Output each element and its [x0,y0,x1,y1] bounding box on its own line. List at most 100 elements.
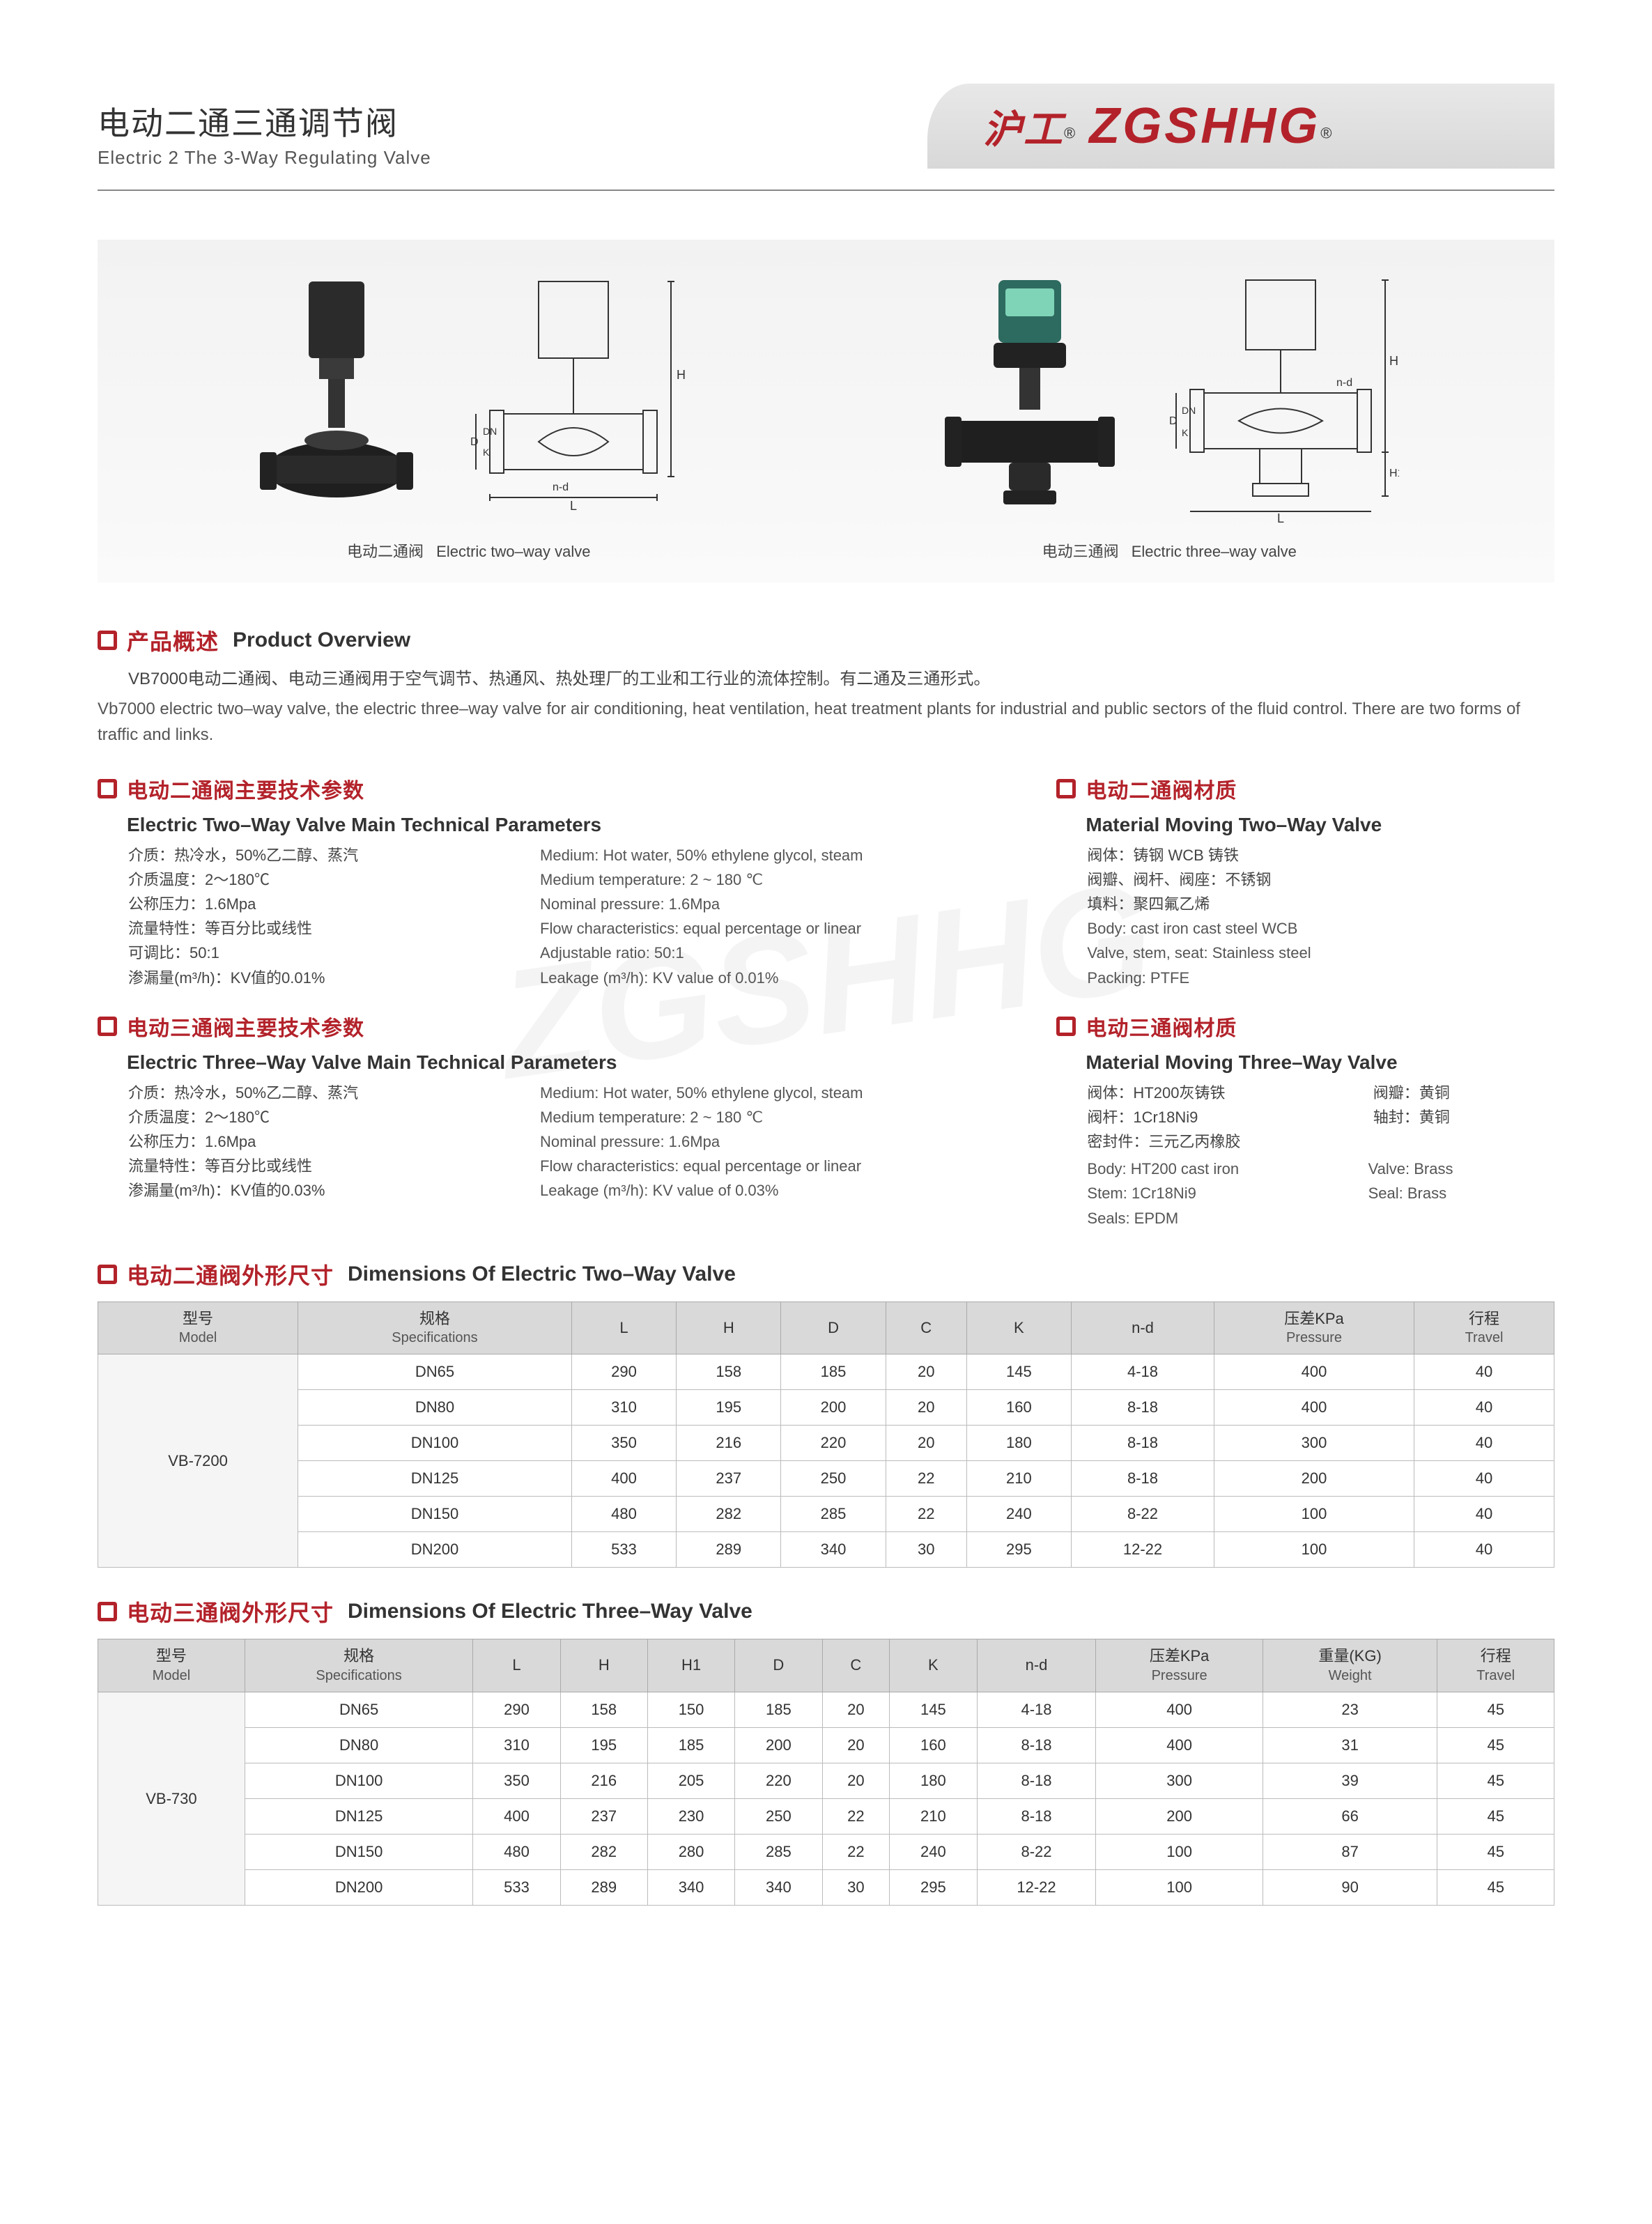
table-cell: 40 [1414,1426,1554,1461]
bullet-icon [98,1265,117,1284]
table-header-cell: D [781,1302,886,1354]
reg-mark-2: ® [1320,125,1331,142]
table-header-cell: 行程Travel [1414,1302,1554,1354]
table-cell: 350 [571,1426,676,1461]
table-header-cell: 压差KPaPressure [1214,1302,1414,1354]
brand-en: ZGSHHG [1089,98,1320,154]
table-cell: 350 [473,1763,560,1799]
two-way-caption-en: Electric two–way valve [436,543,590,560]
table-cell: 8-18 [977,1763,1096,1799]
params-two-body: 介质：热冷水，50%乙二醇、蒸汽介质温度：2～180℃公称压力：1.6Mpa流量… [98,843,1001,990]
table-two-heading-cn: 电动二通阀外形尺寸 [127,1258,334,1290]
table-cell: 185 [735,1692,822,1728]
table-cell: 30 [886,1532,966,1568]
mat-two-heading-en: Material Moving Two–Way Valve [1086,814,1554,836]
table-cell: 8-22 [1071,1497,1214,1532]
table-cell: 160 [890,1728,977,1763]
table-cell: 150 [647,1692,734,1728]
bullet-icon [98,1017,117,1036]
bullet-icon [98,1602,117,1621]
table-cell: 237 [677,1461,781,1497]
table-header-cell: L [473,1639,560,1692]
params-three-heading-cn: 电动三通阀主要技术参数 [127,1011,364,1042]
bullet-icon [1056,779,1076,798]
table-three-heading-en: Dimensions Of Electric Three–Way Valve [348,1600,752,1623]
table-row: DN80310195185200201608-184003145 [98,1728,1554,1763]
table-header-cell: H1 [647,1639,734,1692]
model-cell: VB-7200 [98,1354,298,1568]
table-cell: 533 [473,1870,560,1906]
bullet-icon [98,779,117,798]
svg-text:L: L [1277,511,1284,525]
two-way-valve-photo [253,275,420,525]
mat-two-en: Body: cast iron cast steel WCBValve, ste… [1087,916,1554,990]
table-cell: 22 [822,1799,890,1835]
brand-cn: 沪工 [983,107,1064,151]
svg-text:H1: H1 [1389,468,1399,479]
table-cell: 20 [886,1354,966,1390]
table-cell: 45 [1437,1763,1554,1799]
dimensions-table-three-way: 型号Model规格SpecificationsLHH1DCKn-d压差KPaPr… [98,1639,1554,1906]
table-cell: 300 [1096,1763,1263,1799]
svg-text:L: L [570,499,577,513]
table-row: VB-730DN65290158150185201454-184002345 [98,1692,1554,1728]
svg-text:H: H [677,368,685,382]
table-cell: 12-22 [977,1870,1096,1906]
table-cell: 31 [1263,1728,1437,1763]
table-cell: 400 [1096,1692,1263,1728]
table-header-cell: 重量(KG)Weight [1263,1639,1437,1692]
table-cell: 40 [1414,1461,1554,1497]
overview-body-cn: VB7000电动二通阀、电动三通阀用于空气调节、热通风、热处理厂的工业和工行业的… [98,666,1554,692]
table-cell: 45 [1437,1692,1554,1728]
mat-two-cn: 阀体：铸钢 WCB 铸铁阀瓣、阀杆、阀座：不锈钢填料：聚四氟乙烯 [1087,843,1554,917]
table-cell: 160 [966,1390,1071,1426]
three-way-valve-drawing: H H1 D K DN L n-d [1162,275,1399,525]
table-cell: 158 [677,1354,781,1390]
table-cell: DN125 [298,1461,572,1497]
table-cell: 282 [677,1497,781,1532]
three-way-valve-photo [939,275,1120,525]
table-cell: 12-22 [1071,1532,1214,1568]
table-cell: 400 [1214,1390,1414,1426]
table-cell: 40 [1414,1532,1554,1568]
table-cell: 185 [781,1354,886,1390]
table-header-cell: K [890,1639,977,1692]
table-cell: 195 [560,1728,647,1763]
table-row: DN100350216220201808-1830040 [98,1426,1554,1461]
table-cell: 240 [890,1835,977,1870]
table-header-row: 型号Model规格SpecificationsLHH1DCKn-d压差KPaPr… [98,1639,1554,1692]
table-header-cell: 型号Model [98,1639,245,1692]
svg-text:D: D [1169,415,1178,427]
table-cell: 250 [781,1461,886,1497]
mat-three-en-right: Valve: BrassSeal: Brass [1368,1157,1554,1230]
table-cell: 400 [1096,1728,1263,1763]
table-header-cell: H [560,1639,647,1692]
table-cell: 20 [822,1763,890,1799]
table-cell: 210 [890,1799,977,1835]
mat-three-heading: 电动三通阀材质 [1056,1011,1554,1042]
table-cell: 180 [890,1763,977,1799]
table-header-cell: 型号Model [98,1302,298,1354]
table-cell: 158 [560,1692,647,1728]
table-cell: 200 [1214,1461,1414,1497]
table-cell: 20 [822,1728,890,1763]
table-cell: 100 [1214,1532,1414,1568]
table-cell: 285 [781,1497,886,1532]
table-cell: 300 [1214,1426,1414,1461]
two-way-caption-cn: 电动二通阀 [347,543,424,560]
svg-text:K: K [1182,427,1189,438]
table-cell: 220 [735,1763,822,1799]
table-header-row: 型号Model规格SpecificationsLHDCKn-d压差KPaPres… [98,1302,1554,1354]
table-cell: 40 [1414,1497,1554,1532]
three-way-caption: 电动三通阀 Electric three–way valve [1042,539,1297,562]
table-cell: 20 [886,1390,966,1426]
table-header-cell: L [571,1302,676,1354]
table-header-cell: 规格Specifications [245,1639,472,1692]
table-cell: 400 [571,1461,676,1497]
table-row: DN2005332893403403029512-221009045 [98,1870,1554,1906]
table-cell: 90 [1263,1870,1437,1906]
table-cell: 195 [677,1390,781,1426]
table-header-cell: K [966,1302,1071,1354]
table-cell: 220 [781,1426,886,1461]
mat-three-cn-left: 阀体：HT200灰铸铁阀杆：1Cr18Ni9密封件：三元乙丙橡胶 [1087,1081,1345,1155]
